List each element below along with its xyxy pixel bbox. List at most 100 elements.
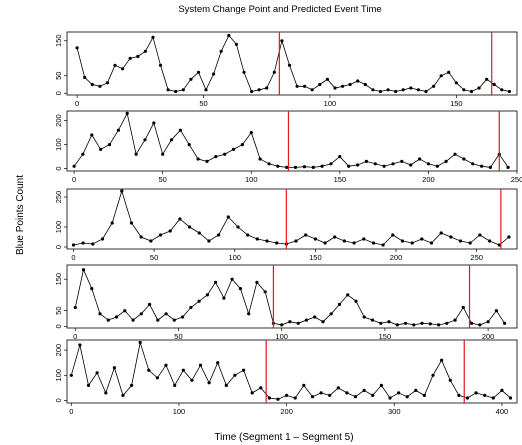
panel-segment-5: 0 100 200 300 400 0 100 200 xyxy=(54,339,518,416)
y-tick-label: 150 xyxy=(54,273,63,286)
y-tick-label: 200 xyxy=(54,114,63,127)
data-point xyxy=(98,84,102,88)
data-point xyxy=(178,128,182,132)
data-point xyxy=(503,321,507,325)
y-tick-label: 200 xyxy=(54,344,63,357)
data-point xyxy=(391,233,395,237)
data-point xyxy=(216,361,220,365)
data-point xyxy=(345,391,349,395)
data-point xyxy=(379,321,383,325)
data-point xyxy=(189,77,193,81)
data-point xyxy=(470,321,474,325)
data-point xyxy=(320,164,324,168)
data-point xyxy=(120,189,124,193)
data-point xyxy=(478,323,482,327)
data-point xyxy=(169,138,174,142)
data-point xyxy=(98,312,102,316)
data-point xyxy=(422,393,426,397)
y-tick-label: 0 xyxy=(54,398,63,402)
data-point xyxy=(319,391,323,395)
data-point xyxy=(288,320,292,324)
data-point xyxy=(507,89,511,94)
x-tick-label: 50 xyxy=(199,99,207,108)
data-point xyxy=(410,241,414,245)
data-point xyxy=(469,89,474,94)
data-point xyxy=(71,243,76,247)
data-point xyxy=(190,378,194,382)
data-point xyxy=(347,164,351,168)
data-point xyxy=(197,299,201,303)
data-point xyxy=(69,373,73,377)
data-point xyxy=(363,82,367,87)
data-point xyxy=(507,235,511,239)
data-point xyxy=(373,162,377,166)
data-point xyxy=(233,373,237,377)
x-tick-label: 300 xyxy=(388,407,401,416)
y-tick-label: 0 xyxy=(54,245,63,249)
data-point xyxy=(267,162,271,166)
data-point xyxy=(435,164,439,168)
data-point xyxy=(148,302,152,306)
data-point xyxy=(123,309,127,313)
panel-segment-4: 0 50 100 150 200 0 50 150 xyxy=(54,264,518,341)
data-point xyxy=(138,340,142,345)
data-point xyxy=(401,88,405,92)
data-point xyxy=(90,287,94,291)
data-point xyxy=(420,321,424,325)
data-point xyxy=(166,88,170,92)
data-point xyxy=(227,33,231,38)
data-point xyxy=(418,157,422,161)
panel-segment-1: 0 50 100 150 0 50 150 xyxy=(54,31,518,108)
data-point xyxy=(181,88,185,92)
data-point xyxy=(129,221,134,225)
data-point xyxy=(492,82,496,87)
data-point xyxy=(458,239,463,243)
data-point xyxy=(147,368,151,372)
data-point xyxy=(500,88,504,92)
data-point xyxy=(134,152,138,156)
data-point xyxy=(240,143,244,147)
data-point xyxy=(294,239,298,243)
x-tick-label: 150 xyxy=(379,332,392,341)
data-point xyxy=(139,235,143,239)
x-tick-label: 100 xyxy=(245,175,258,184)
y-tick-label: 50 xyxy=(54,307,63,315)
data-point xyxy=(379,383,383,387)
data-point xyxy=(381,243,385,247)
data-point xyxy=(207,239,211,243)
data-point xyxy=(164,312,168,316)
data-point xyxy=(429,241,434,245)
data-point xyxy=(99,147,103,151)
data-point xyxy=(83,75,87,80)
data-point xyxy=(382,164,386,168)
data-point xyxy=(302,383,306,387)
data-point xyxy=(174,89,178,94)
y-tick-label: 100 xyxy=(54,221,63,234)
data-point xyxy=(116,128,120,132)
data-point xyxy=(333,86,337,90)
x-tick-label: 200 xyxy=(482,332,495,341)
x-axis-label: Time (Segment 1 – Segment 5) xyxy=(214,432,353,443)
data-point xyxy=(198,363,203,367)
data-point xyxy=(139,312,143,316)
x-tick-label: 0 xyxy=(72,175,76,184)
data-point xyxy=(86,383,91,387)
data-point xyxy=(338,155,342,159)
data-point xyxy=(214,155,218,159)
x-tick-label: 150 xyxy=(309,253,322,262)
data-point xyxy=(409,86,413,90)
data-point xyxy=(477,86,481,90)
data-point xyxy=(113,63,117,67)
data-point xyxy=(497,243,501,247)
data-point xyxy=(121,67,125,71)
data-point xyxy=(414,388,418,392)
panel-frame xyxy=(66,188,518,250)
data-point xyxy=(488,239,492,243)
x-tick-label: 50 xyxy=(174,332,182,341)
data-point xyxy=(73,305,77,310)
data-point xyxy=(313,315,317,319)
data-point xyxy=(128,56,132,60)
data-point xyxy=(246,233,250,237)
data-point xyxy=(230,277,234,281)
y-tick-label: 50 xyxy=(54,72,63,80)
